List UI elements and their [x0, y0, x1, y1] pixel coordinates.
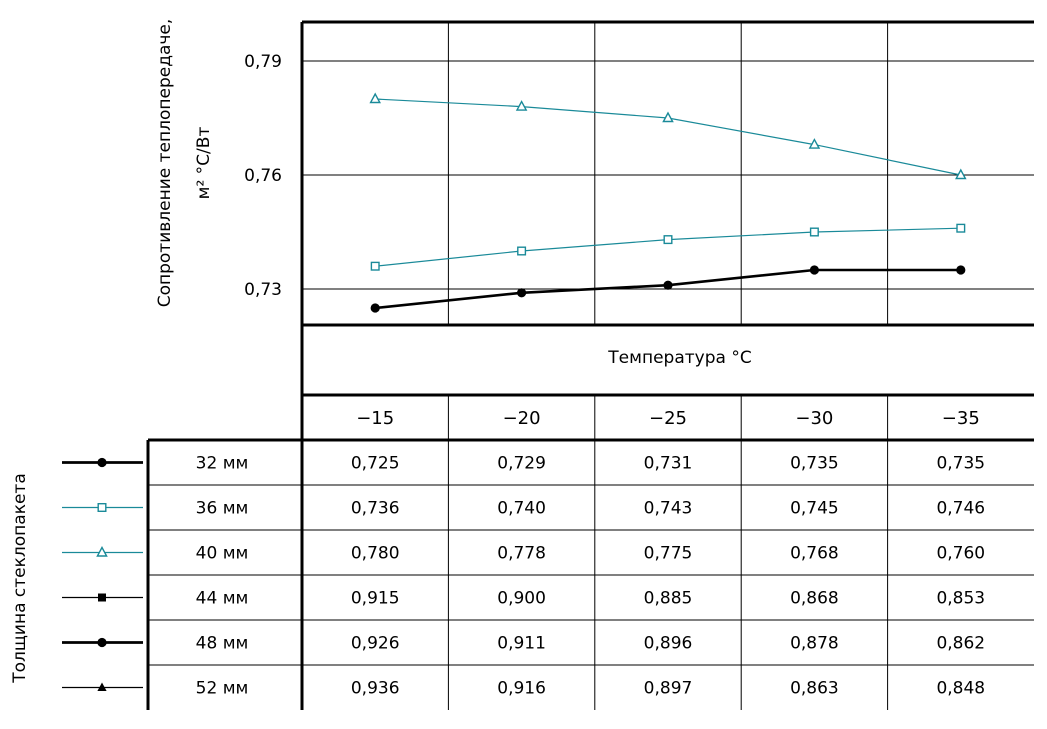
row-axis-label: Толщина стеклопакета	[10, 473, 30, 683]
category-label: −35	[942, 408, 980, 429]
value-cell: 0,743	[644, 499, 693, 519]
value-cell: 0,725	[351, 454, 400, 474]
data-point	[955, 168, 967, 180]
legend-marker	[96, 546, 108, 557]
series-name-label: 40 мм	[196, 544, 249, 564]
data-point	[663, 280, 673, 290]
series-line	[375, 98, 961, 176]
data-point	[517, 288, 527, 298]
value-cell: 0,735	[790, 454, 839, 474]
series-name-label: 32 мм	[196, 454, 249, 474]
data-point	[370, 261, 380, 271]
value-cell: 0,900	[497, 589, 546, 609]
category-label: −15	[356, 408, 394, 429]
value-cell: 0,736	[351, 499, 400, 519]
series-name-label: 52 мм	[196, 679, 249, 699]
value-cell: 0,926	[351, 634, 400, 654]
table-frame	[146, 20, 1034, 710]
y-axis-label-line2: м² °С/Вт	[194, 127, 214, 200]
data-point	[808, 138, 821, 149]
value-cell: 0,853	[936, 589, 985, 609]
data-point	[515, 100, 528, 111]
data-point	[956, 223, 966, 233]
value-cell: 0,768	[790, 544, 839, 564]
data-point	[369, 92, 381, 104]
value-cell: 0,885	[644, 589, 693, 609]
series-name-label: 44 мм	[196, 589, 249, 609]
category-label: −25	[649, 408, 687, 429]
value-cell: 0,760	[936, 544, 985, 564]
value-cell: 0,916	[497, 679, 546, 699]
series-name-label: 36 мм	[196, 499, 249, 519]
y-tick-label: 0,76	[244, 166, 282, 186]
value-cell: 0,775	[644, 544, 693, 564]
value-cell: 0,868	[790, 589, 839, 609]
plot-grid	[302, 22, 1034, 325]
value-cell: 0,897	[644, 679, 693, 699]
value-cell: 0,863	[790, 679, 839, 699]
category-label: −30	[795, 408, 833, 429]
data-point	[663, 235, 673, 245]
legend-marker	[97, 637, 107, 648]
legend-marker	[98, 593, 106, 602]
value-cell: 0,862	[936, 634, 985, 654]
y-axis-label-line1: Сопротивление теплопередаче,	[155, 19, 175, 308]
legend-marker	[97, 503, 107, 513]
table-cells: −15 −20 −25 −30 −35 32 мм 0,725 0,729 0,731 0,735…	[196, 408, 985, 699]
y-axis: 0,910,880,850,820,790,760,73	[244, 52, 282, 300]
value-cell: 0,848	[936, 679, 985, 699]
legend-marker	[97, 682, 107, 691]
data-point	[809, 265, 820, 275]
y-tick-label: 0,73	[244, 280, 282, 300]
category-label: −20	[503, 408, 541, 429]
plot-markers	[369, 92, 967, 313]
value-cell: 0,878	[790, 634, 839, 654]
value-cell: 0,731	[644, 454, 693, 474]
data-point	[517, 246, 527, 256]
value-cell: 0,911	[497, 634, 546, 654]
value-cell: 0,936	[351, 679, 400, 699]
x-axis-label: Температура °С	[607, 348, 751, 368]
data-point	[370, 303, 380, 313]
value-cell: 0,740	[497, 499, 546, 519]
data-point	[956, 265, 966, 275]
value-cell: 0,729	[497, 454, 546, 474]
value-cell: 0,778	[497, 544, 546, 564]
value-cell: 0,735	[936, 454, 985, 474]
value-cell: 0,896	[644, 634, 693, 654]
data-point	[809, 227, 819, 237]
plot-lines	[375, 98, 961, 310]
series-name-label: 48 мм	[196, 634, 249, 654]
value-cell: 0,780	[351, 544, 400, 564]
legend	[62, 457, 143, 691]
value-cell: 0,745	[790, 499, 839, 519]
y-tick-label: 0,79	[244, 52, 282, 72]
data-point	[662, 111, 674, 123]
legend-marker	[97, 457, 107, 468]
series-line	[375, 227, 961, 267]
value-cell: 0,746	[936, 499, 985, 519]
value-cell: 0,915	[351, 589, 400, 609]
